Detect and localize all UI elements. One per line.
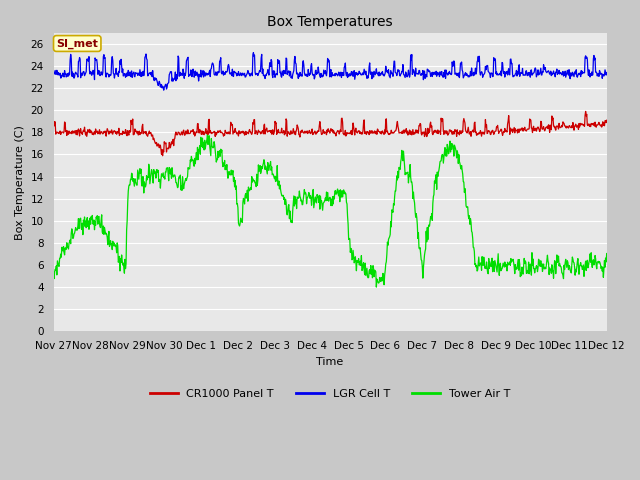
Legend: CR1000 Panel T, LGR Cell T, Tower Air T: CR1000 Panel T, LGR Cell T, Tower Air T [145,384,515,403]
X-axis label: Time: Time [317,357,344,367]
Text: SI_met: SI_met [56,38,98,48]
Y-axis label: Box Temperature (C): Box Temperature (C) [15,125,25,240]
Title: Box Temperatures: Box Temperatures [268,15,393,29]
